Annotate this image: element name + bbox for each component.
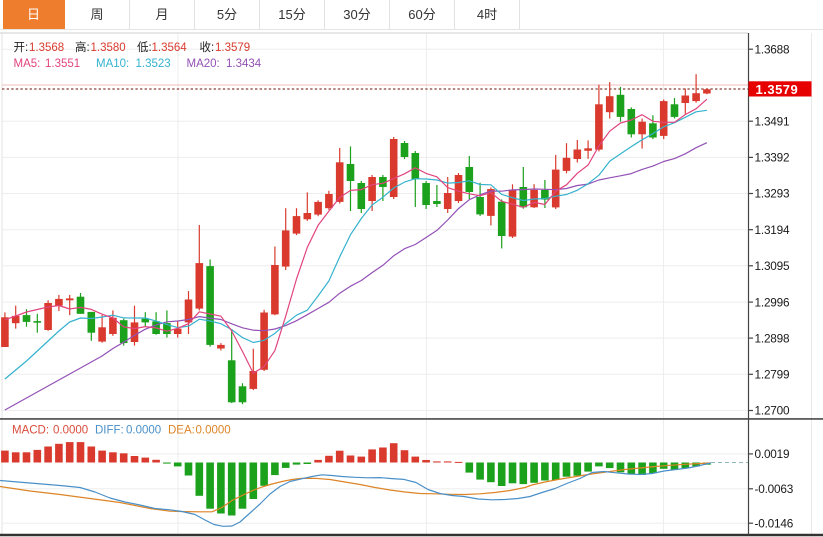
svg-text:1.3688: 1.3688 (755, 42, 791, 56)
svg-text:-0.0146: -0.0146 (755, 516, 794, 530)
svg-text:1.2898: 1.2898 (755, 331, 791, 345)
svg-text:-0.0063: -0.0063 (755, 482, 794, 496)
svg-text:1.3293: 1.3293 (755, 187, 791, 201)
svg-text:1.2799: 1.2799 (755, 368, 790, 382)
svg-text:1.3491: 1.3491 (755, 114, 790, 128)
svg-text:1.3194: 1.3194 (755, 223, 791, 237)
svg-text:1.3392: 1.3392 (755, 151, 790, 165)
svg-text:1.3579: 1.3579 (756, 82, 799, 97)
svg-text:0.0019: 0.0019 (755, 447, 790, 461)
svg-text:1.3095: 1.3095 (755, 259, 791, 273)
svg-text:1.2700: 1.2700 (755, 404, 791, 418)
svg-text:1.2996: 1.2996 (755, 295, 791, 309)
